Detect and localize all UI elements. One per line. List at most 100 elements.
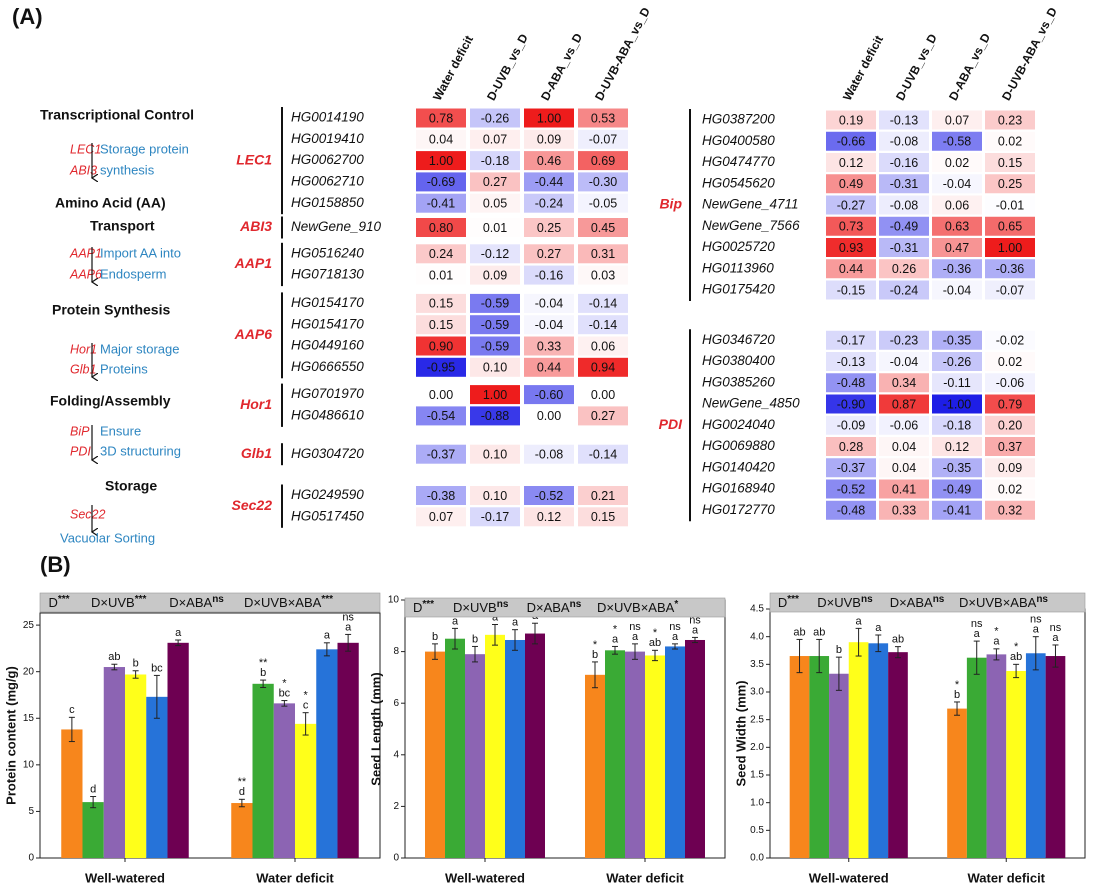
gene-name: HG0019410: [291, 131, 364, 146]
effect-significance: ns: [497, 599, 509, 610]
cell-value: -0.18: [481, 154, 510, 168]
cell-value: 0.04: [892, 461, 916, 475]
effect-significance: ns: [212, 594, 224, 605]
cell-value: 0.10: [483, 489, 507, 503]
y-axis-label: Protein content (mg/g): [3, 666, 18, 805]
heat-cell: [416, 193, 466, 213]
bar: [685, 639, 705, 858]
heat-cell: [470, 315, 520, 335]
heat-cell: [826, 280, 876, 300]
error-bar: [238, 798, 245, 808]
heat-cell: [470, 108, 520, 128]
cell-value: -0.48: [837, 504, 866, 518]
cell-value: -0.59: [481, 297, 510, 311]
cell-value: -0.08: [535, 447, 564, 461]
effect-term: D×ABA: [527, 600, 570, 615]
heat-cell: [578, 315, 628, 335]
error-bar: [260, 679, 267, 689]
bar: [585, 674, 605, 858]
gene-name: HG0062700: [291, 152, 364, 167]
gene-name: HG0400580: [702, 133, 775, 148]
heat-cell: [416, 336, 466, 356]
column-header: D-UVB-ABA_vs_D: [999, 5, 1060, 103]
heat-cell: [470, 444, 520, 464]
cell-value: 0.02: [998, 135, 1022, 149]
gene-name: HG0140420: [702, 459, 775, 474]
bar: [1025, 653, 1046, 858]
cell-value: -0.66: [837, 135, 866, 149]
cell-value: -0.37: [427, 447, 456, 461]
y-axis-label: Seed Length (mm): [368, 672, 383, 785]
bar: [146, 696, 168, 858]
significance-label: a: [612, 633, 619, 645]
heat-cell: [416, 444, 466, 464]
heat-cell: [932, 174, 982, 194]
heat-cell: [932, 415, 982, 435]
bar: [273, 703, 295, 858]
heat-cell: [932, 259, 982, 279]
cell-value: -0.11: [943, 376, 971, 390]
significance-label: a: [875, 622, 882, 634]
step-role: Ensure: [100, 423, 141, 438]
cell-value: -0.31: [890, 177, 919, 191]
error-bar: [632, 643, 638, 660]
step-role: Major storage: [100, 341, 179, 356]
cell-value: 0.69: [591, 154, 615, 168]
heat-cell: [524, 444, 574, 464]
heat-cell: [470, 218, 520, 237]
error-bar: [68, 716, 75, 743]
error-bar: [111, 663, 118, 671]
cell-value: -0.31: [890, 241, 919, 255]
effect-significance: ***: [321, 594, 333, 605]
error-bar: [153, 674, 160, 719]
cell-value: 0.90: [429, 339, 453, 353]
cell-value: 0.01: [429, 268, 453, 282]
cell-value: -0.49: [943, 482, 972, 496]
heat-cell: [932, 238, 982, 257]
heat-cell: [879, 352, 929, 371]
significance-label: *: [653, 627, 658, 639]
error-bar: [492, 624, 498, 646]
cell-value: -0.60: [535, 388, 564, 402]
y-tick-label: 4.0: [750, 631, 764, 642]
heat-cell: [932, 437, 982, 456]
cell-value: 0.15: [998, 156, 1022, 170]
y-tick-label: 4: [393, 749, 399, 760]
column-header: D-ABA_vs_D: [538, 31, 585, 103]
error-bar: [1052, 644, 1059, 668]
error-bar: [452, 627, 458, 650]
bar: [252, 683, 274, 858]
heat-cell: [985, 479, 1035, 499]
effect-significance: *: [674, 599, 678, 610]
bar: [231, 803, 253, 858]
significance-label: a: [672, 631, 679, 643]
cell-value: -0.37: [837, 461, 866, 475]
heat-cell: [524, 507, 574, 527]
heat-cell: [932, 352, 982, 371]
heat-cell: [879, 373, 929, 393]
plot-frame: [39, 612, 381, 859]
effect-term: D×UVB×ABA: [244, 595, 322, 610]
gene-name: HG0474770: [702, 154, 775, 169]
group-label: AAP1: [234, 255, 273, 271]
cell-value: 0.20: [998, 419, 1022, 433]
bar: [888, 652, 908, 858]
heat-cell: [470, 151, 520, 171]
step-gene: ABI3: [69, 163, 97, 177]
heat-cell: [985, 458, 1035, 478]
cell-value: 0.15: [591, 510, 615, 524]
heat-cell: [985, 110, 1035, 130]
effect-term: D×UVB: [453, 600, 497, 615]
gene-name: HG0449160: [291, 338, 364, 353]
heat-cell: [416, 486, 466, 505]
significance-label: ns: [971, 618, 983, 630]
cell-value: 0.06: [591, 339, 615, 353]
y-axis-label: Seed Width (mm): [733, 680, 748, 786]
heat-cell: [578, 357, 628, 377]
bar: [525, 633, 545, 858]
significance-label: b: [432, 631, 438, 643]
error-bar: [692, 636, 698, 644]
heat-cell: [932, 479, 982, 499]
cell-value: 0.44: [839, 262, 863, 276]
cell-value: 0.07: [429, 510, 453, 524]
